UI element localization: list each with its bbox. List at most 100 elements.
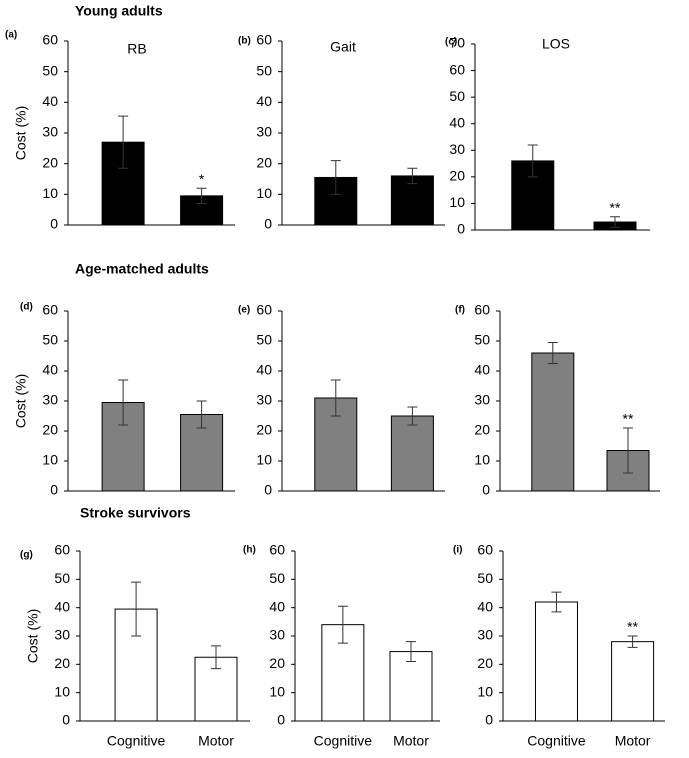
error-bar [330,160,341,195]
significance-mark: ** [623,411,634,427]
y-axis-label: Cost (%) [13,106,29,160]
x-tick-label: Motor [615,733,651,749]
y-tick-label: 0 [50,482,58,498]
panel-label: (c) [445,37,457,48]
significance-mark: * [199,171,205,187]
y-tick-label: 40 [256,362,272,378]
panel-label: (f) [455,305,465,316]
y-tick-label: 60 [42,302,58,318]
y-axis-label: Cost (%) [13,374,29,428]
panel-label: (a) [5,30,17,41]
y-tick-label: 0 [485,712,493,728]
x-tick-label: Motor [198,733,234,749]
error-bar [407,406,418,426]
error-bar [196,187,207,205]
error-bar [118,379,129,426]
error-bar [627,635,638,648]
y-tick-label: 50 [474,332,490,348]
error-bar [610,216,620,228]
error-bar [551,591,562,613]
bar [534,601,578,722]
y-tick-label: 10 [54,683,70,699]
x-tick-label: Cognitive [527,733,586,749]
y-tick-label: 10 [42,452,58,468]
panel-label: (i) [453,545,462,556]
y-tick-label: 20 [477,655,493,671]
y-tick-label: 10 [269,683,285,699]
x-tick-label: Cognitive [314,733,373,749]
y-tick-label: 60 [477,542,493,558]
y-tick-label: 0 [264,216,272,232]
y-tick-label: 50 [42,62,58,78]
bar [390,415,434,492]
y-tick-label: 20 [54,655,70,671]
y-tick-label: 20 [256,422,272,438]
y-tick-label: 30 [269,627,285,643]
error-bar [330,379,341,417]
error-bar [131,581,142,637]
y-tick-label: 70 [449,35,465,51]
panel-title: RB [127,41,146,57]
y-tick-label: 0 [264,482,272,498]
y-tick-label: 40 [449,114,465,130]
y-tick-label: 60 [256,32,272,48]
error-bar [196,400,207,429]
y-tick-label: 30 [449,141,465,157]
y-tick-label: 40 [42,93,58,109]
y-tick-label: 40 [54,598,70,614]
panel-label: (e) [238,305,250,316]
y-tick-label: 60 [54,542,70,558]
y-tick-label: 40 [256,93,272,109]
significance-mark: ** [627,619,638,635]
y-tick-label: 30 [477,627,493,643]
y-tick-label: 10 [474,452,490,468]
bar [389,651,433,722]
bar [611,641,655,722]
y-tick-label: 0 [277,712,285,728]
section-title: Age-matched adults [75,261,209,277]
y-tick-label: 40 [477,598,493,614]
y-tick-label: 50 [42,332,58,348]
y-tick-label: 10 [449,194,465,210]
error-bar [406,641,416,662]
y-tick-label: 20 [474,422,490,438]
y-tick-label: 0 [50,216,58,232]
y-tick-label: 30 [54,627,70,643]
error-bar [547,342,558,364]
panel-label: (b) [238,36,251,47]
y-tick-label: 0 [62,712,70,728]
section-title: Stroke survivors [80,505,191,521]
bar [390,175,434,226]
y-tick-label: 50 [256,332,272,348]
y-tick-label: 20 [42,422,58,438]
y-tick-label: 10 [477,683,493,699]
y-tick-label: 60 [474,302,490,318]
significance-mark: ** [610,199,621,215]
y-tick-label: 10 [256,452,272,468]
y-tick-label: 60 [256,302,272,318]
y-tick-label: 0 [457,221,465,237]
y-tick-label: 40 [269,598,285,614]
x-tick-label: Motor [393,733,429,749]
y-tick-label: 40 [42,362,58,378]
y-tick-label: 60 [269,542,285,558]
panel-label: (g) [20,550,33,561]
error-bar [407,167,418,185]
section-title: Young adults [75,3,163,19]
error-bar [337,605,348,644]
error-bar [211,645,221,670]
y-tick-label: 30 [42,124,58,140]
error-bar [527,144,538,178]
panel-title: LOS [542,36,570,52]
panel-label: (d) [20,302,33,313]
y-tick-label: 50 [54,570,70,586]
y-tick-label: 50 [269,570,285,586]
error-bar [623,427,633,474]
y-tick-label: 60 [42,32,58,48]
y-tick-label: 10 [256,185,272,201]
x-tick-label: Cognitive [107,733,166,749]
y-tick-label: 30 [256,124,272,140]
y-tick-label: 40 [474,362,490,378]
error-bar [118,115,129,169]
